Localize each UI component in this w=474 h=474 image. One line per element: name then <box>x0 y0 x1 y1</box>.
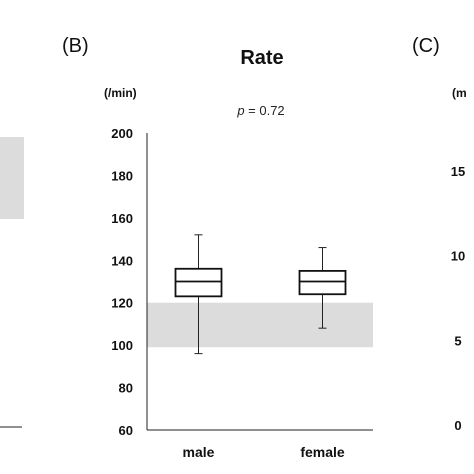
chart-title: Rate <box>240 47 283 69</box>
y-tick-label: 100 <box>111 338 133 353</box>
right-y-tick-label: 5 <box>454 333 461 348</box>
right-y-tick-label: 10 <box>451 249 465 264</box>
y-tick-label: 180 <box>111 168 133 183</box>
left-reference-band <box>0 137 24 219</box>
p-symbol: p <box>236 103 244 118</box>
left-panel-fragment <box>0 137 24 428</box>
x-category-label: female <box>300 444 345 460</box>
right-y-axis-unit-fragment: (m <box>452 86 467 100</box>
p-value: = 0.72 <box>245 103 285 118</box>
right-y-tick-label: 15 <box>451 164 465 179</box>
iqr-box <box>174 267 223 298</box>
box-female <box>298 247 347 329</box>
x-category-label: male <box>183 444 215 460</box>
y-tick-label: 160 <box>111 211 133 226</box>
y-tick-label: 80 <box>119 381 133 396</box>
iqr-box <box>298 269 347 296</box>
rate-boxplot: Rate (/min) p = 0.72 200 180 160 140 120 100 8… <box>104 47 373 460</box>
panel-label-c: (C) <box>412 35 440 57</box>
right-y-tick-label: 0 <box>454 418 461 433</box>
y-axis-unit-label: (/min) <box>104 86 137 100</box>
y-tick-label: 140 <box>111 253 133 268</box>
y-tick-label: 120 <box>111 296 133 311</box>
reference-band <box>147 302 373 348</box>
p-value-annotation: p = 0.72 <box>236 103 284 118</box>
right-panel-fragment: (m 15 10 5 0 <box>451 86 467 433</box>
box-male <box>174 234 223 355</box>
y-tick-label: 200 <box>111 126 133 141</box>
panel-label-b: (B) <box>62 35 89 57</box>
y-tick-label: 60 <box>119 423 133 438</box>
